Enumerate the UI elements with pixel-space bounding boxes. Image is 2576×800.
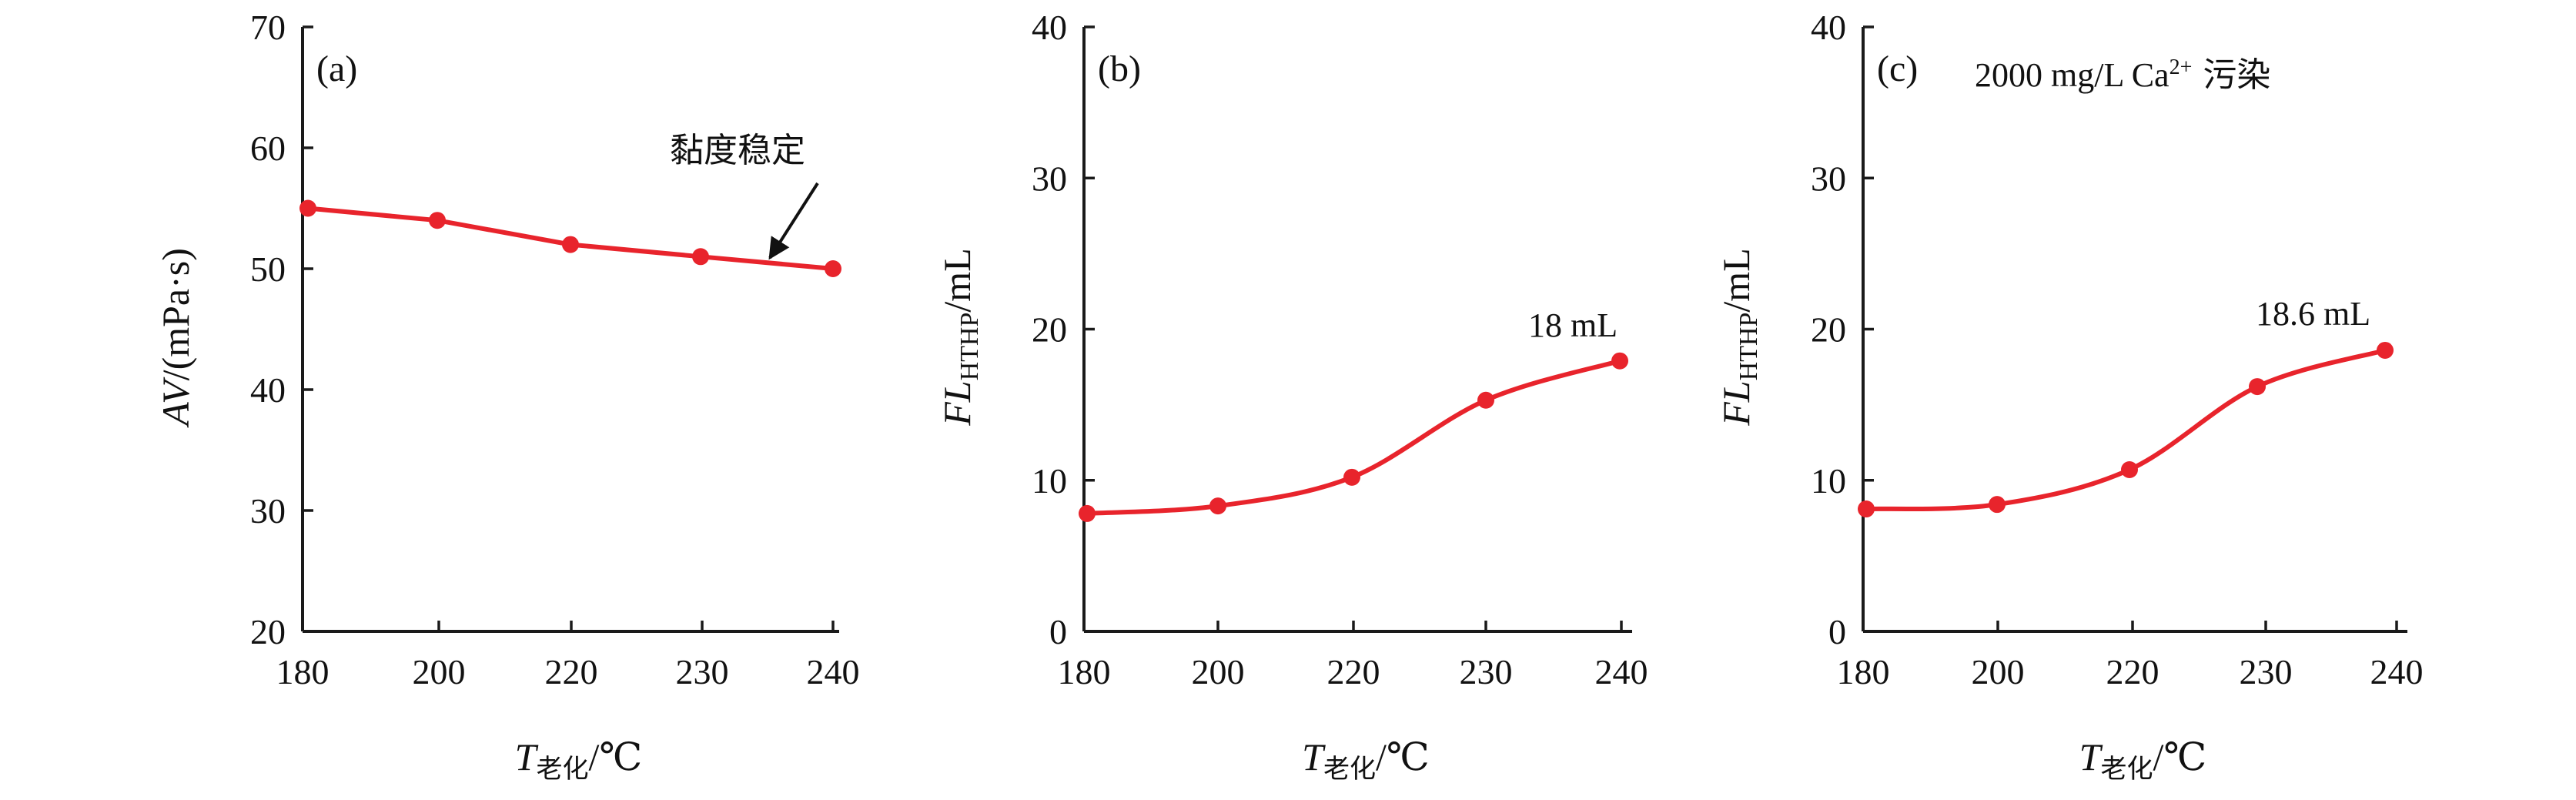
y-axis-label-unit: /mL bbox=[1715, 248, 1758, 312]
x-axis-label: T老化/℃ bbox=[2079, 735, 2207, 785]
x-tick-label: 180 bbox=[276, 652, 330, 691]
y-axis-label-main: FL bbox=[935, 380, 979, 426]
y-tick-label: 30 bbox=[1032, 159, 1067, 198]
panel-a: 20 30 40 50 60 70 180 200 220 230 240 T老化/℃ AV/(mPa·… bbox=[154, 8, 860, 785]
y-tick-label: 10 bbox=[1032, 461, 1067, 500]
y-axis-label: FLHTHP/mL bbox=[935, 248, 984, 426]
panel-label: (b) bbox=[1098, 49, 1141, 89]
x-axis-label-main: T bbox=[2079, 735, 2103, 778]
data-point bbox=[2377, 341, 2394, 359]
x-axis-label-sub: 老化 bbox=[536, 754, 588, 785]
y-tick-label: 0 bbox=[1828, 612, 1846, 651]
x-axis-label-unit: /℃ bbox=[2153, 735, 2206, 778]
y-tick-label: 10 bbox=[1811, 461, 1846, 500]
y-tick-label: 20 bbox=[250, 612, 286, 651]
data-point bbox=[1079, 504, 1096, 522]
data-point bbox=[692, 248, 709, 266]
y-tick-label: 30 bbox=[250, 491, 286, 531]
y-tick-label: 20 bbox=[1032, 310, 1067, 350]
x-tick-label: 200 bbox=[1192, 652, 1245, 691]
x-tick-label: 180 bbox=[1058, 652, 1111, 691]
panel-subtitle: 2000 mg/L Ca2+ 污染 bbox=[1975, 55, 2270, 95]
x-tick-label: 200 bbox=[413, 652, 466, 691]
annotation-label: 黏度稳定 bbox=[670, 132, 805, 169]
y-axis-label-sub: HTHP bbox=[955, 313, 984, 381]
x-axis-label-sub: 老化 bbox=[2100, 754, 2153, 785]
series-line bbox=[1865, 348, 2386, 512]
y-tick-label: 70 bbox=[250, 8, 286, 47]
data-point bbox=[2249, 378, 2266, 396]
x-tick-label: 220 bbox=[2106, 652, 2159, 691]
x-tick-label: 220 bbox=[545, 652, 598, 691]
y-axis-label-unit: /(mPa·s) bbox=[154, 248, 197, 380]
data-point bbox=[1858, 500, 1875, 518]
data-point bbox=[1989, 496, 2006, 514]
y-tick-label: 40 bbox=[250, 370, 286, 410]
annotation-label: 18 mL bbox=[1528, 306, 1618, 344]
x-axis-label-main: T bbox=[1302, 735, 1326, 778]
panel-c: 0 10 20 30 40 180 200 220 230 240 T老化/℃ FLHTHP/mL (c… bbox=[1715, 8, 2424, 785]
x-axis-label-sub: 老化 bbox=[1323, 754, 1376, 785]
annotation-arrow bbox=[768, 182, 819, 260]
subtitle-superscript: 2+ bbox=[2170, 55, 2193, 79]
data-point bbox=[562, 236, 579, 253]
y-tick-label: 40 bbox=[1811, 8, 1846, 47]
x-axis-label-main: T bbox=[515, 735, 539, 778]
x-axis-label-unit: /℃ bbox=[1376, 735, 1430, 778]
panel-b: 0 10 20 30 40 180 200 220 230 240 T老化/℃ FLHTHP/mL (b… bbox=[935, 8, 1648, 785]
data-point bbox=[1343, 468, 1360, 486]
x-tick-label: 240 bbox=[807, 652, 860, 691]
x-tick-label: 230 bbox=[676, 652, 729, 691]
y-axis-label: AV/(mPa·s) bbox=[154, 248, 197, 428]
panel-label: (a) bbox=[316, 49, 357, 89]
data-point bbox=[429, 212, 446, 229]
x-tick-label: 240 bbox=[1595, 652, 1648, 691]
subtitle-suffix: 污染 bbox=[2192, 55, 2270, 95]
data-point bbox=[299, 199, 316, 217]
y-tick-label: 50 bbox=[250, 249, 286, 289]
subtitle-text: 2000 mg/L Ca bbox=[1975, 56, 2170, 94]
x-tick-label: 220 bbox=[1327, 652, 1380, 691]
x-axis-label: T老化/℃ bbox=[515, 735, 643, 785]
data-point bbox=[1611, 352, 1628, 370]
data-point bbox=[1209, 497, 1226, 515]
y-axis-label: FLHTHP/mL bbox=[1715, 248, 1763, 426]
y-axis-label-main: FL bbox=[1715, 380, 1758, 426]
x-tick-label: 240 bbox=[2370, 652, 2424, 691]
data-point bbox=[825, 260, 841, 277]
annotation-label: 18.6 mL bbox=[2256, 295, 2370, 333]
y-axis-label-unit: /mL bbox=[935, 248, 979, 312]
x-axis-label: T老化/℃ bbox=[1302, 735, 1430, 785]
y-tick-label: 20 bbox=[1811, 310, 1846, 350]
y-tick-label: 60 bbox=[250, 129, 286, 168]
y-tick-label: 40 bbox=[1032, 8, 1067, 47]
y-axis-label-sub: HTHP bbox=[1735, 313, 1763, 381]
x-axis-label-unit: /℃ bbox=[588, 735, 642, 778]
y-axis-label-main: AV bbox=[154, 377, 197, 428]
data-point bbox=[1477, 391, 1494, 409]
x-tick-label: 230 bbox=[2240, 652, 2293, 691]
x-tick-label: 230 bbox=[1460, 652, 1513, 691]
panel-label: (c) bbox=[1877, 49, 1918, 89]
y-tick-label: 30 bbox=[1811, 159, 1846, 198]
data-point bbox=[2121, 461, 2138, 479]
y-tick-label: 0 bbox=[1049, 612, 1067, 651]
x-tick-label: 200 bbox=[1972, 652, 2025, 691]
series-line bbox=[1086, 358, 1621, 516]
x-tick-label: 180 bbox=[1837, 652, 1890, 691]
